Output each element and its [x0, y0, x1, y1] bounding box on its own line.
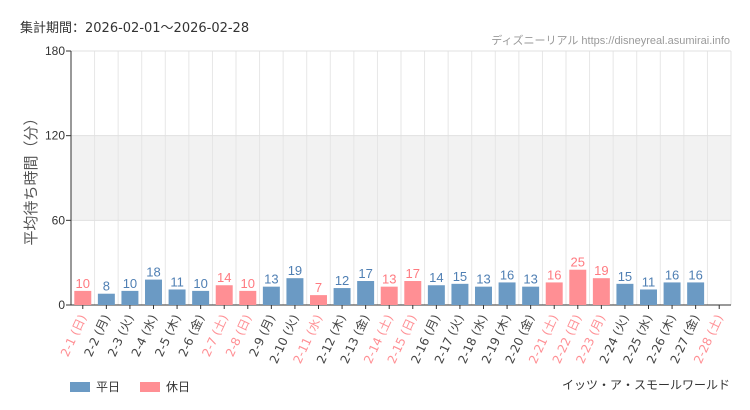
period-label: 集計期間：2026-02-01～2026-02-28 [20, 21, 250, 36]
bar [121, 290, 139, 305]
bar [427, 285, 445, 305]
bar [687, 282, 705, 305]
bar [663, 282, 681, 305]
data-label: 14 [429, 270, 443, 285]
legend-swatch [140, 382, 161, 392]
data-label: 8 [103, 279, 110, 294]
site-credit: ディズニーリアル https://disneyreal.asumirai.inf… [491, 35, 730, 47]
data-label: 15 [453, 269, 467, 284]
bar [333, 288, 351, 305]
data-label: 16 [688, 267, 702, 282]
data-label: 10 [241, 276, 255, 291]
bar [192, 290, 210, 305]
legend-weekday: 平日 [70, 378, 120, 395]
data-label: 19 [288, 263, 302, 278]
bar [545, 282, 563, 305]
y-tick-label: 0 [58, 298, 65, 312]
bar [168, 289, 186, 305]
data-label: 14 [217, 270, 231, 285]
y-tick-label: 60 [52, 213, 66, 227]
legend-label: 休日 [166, 380, 191, 394]
bar [380, 286, 398, 305]
data-label: 10 [123, 276, 137, 291]
data-label: 13 [264, 272, 278, 287]
data-label: 12 [335, 273, 349, 288]
bar [451, 283, 469, 305]
data-label: 13 [476, 272, 490, 287]
bar [262, 286, 280, 305]
data-label: 15 [618, 269, 632, 284]
bar [215, 285, 233, 305]
bar [357, 281, 375, 305]
bar [475, 286, 492, 305]
legend-holiday: 休日 [140, 378, 190, 395]
y-tick-label: 120 [45, 129, 65, 143]
data-label: 25 [571, 255, 585, 270]
data-label: 11 [170, 274, 184, 289]
bar [592, 278, 610, 305]
legend-label: 平日 [96, 380, 121, 394]
data-label: 10 [76, 276, 90, 291]
y-tick-label: 180 [45, 44, 65, 58]
bar [74, 290, 92, 305]
data-label: 13 [382, 272, 396, 287]
data-label: 16 [547, 267, 561, 282]
bar [404, 281, 422, 305]
bar [522, 286, 540, 305]
data-label: 13 [523, 272, 537, 287]
data-label: 17 [358, 266, 372, 281]
data-label: 18 [146, 265, 160, 280]
data-label: 16 [665, 267, 679, 282]
data-label: 17 [406, 266, 420, 281]
attraction-name: イッツ・ア・スモールワールド [561, 378, 730, 392]
bar [145, 279, 162, 305]
data-label: 7 [315, 280, 322, 295]
legend-swatch [70, 382, 90, 392]
bar [498, 282, 516, 305]
data-label: 10 [193, 276, 207, 291]
bar [616, 283, 634, 305]
bar [640, 289, 657, 305]
bar [569, 269, 587, 305]
bar [310, 295, 327, 305]
bar [239, 290, 257, 305]
legend: 平日 休日 [70, 378, 190, 395]
data-label: 19 [594, 263, 608, 278]
data-label: 11 [642, 274, 656, 289]
bar [97, 293, 115, 305]
y-axis-label: 平均待ち時間（分） [22, 110, 40, 245]
data-label: 16 [500, 267, 514, 282]
bar [286, 278, 304, 305]
